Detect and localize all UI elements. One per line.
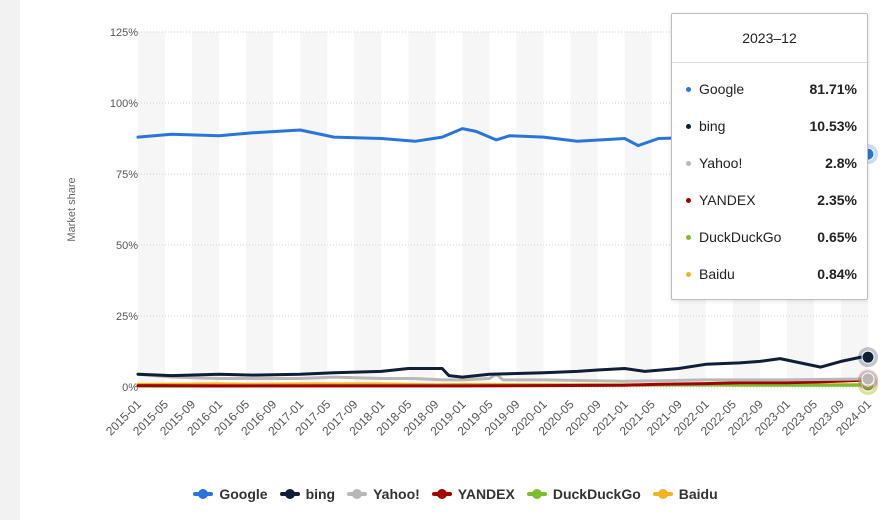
series-line-yandex [136, 378, 870, 388]
series-line-bing [136, 355, 870, 379]
tooltip-dot-icon [686, 235, 691, 240]
tooltip-dot-icon [686, 87, 691, 92]
y-tick-label: 100% [110, 98, 138, 110]
series-marker-bing [861, 350, 875, 364]
y-tick-label: 25% [116, 311, 138, 323]
series-marker-yahoo [861, 372, 875, 386]
legend-symbol-icon [526, 489, 547, 499]
tooltip-row: Baidu 0.84% [672, 256, 867, 293]
tooltip-series-value: 0.65% [817, 229, 857, 245]
y-tick-label: 0% [122, 382, 138, 394]
grid-band [570, 32, 598, 387]
tooltip-series-value: 81.71% [809, 81, 857, 97]
legend-item-baidu[interactable]: Baidu [652, 486, 718, 502]
legend-symbol-icon [652, 489, 673, 499]
tooltip-series-name: bing [699, 118, 726, 134]
grid-band [624, 32, 652, 387]
tooltip-series-name: Google [699, 81, 745, 97]
chart-tooltip: 2023–12 Google 81.71% bing 10.53% Yahoo! 2.8%… [671, 13, 868, 300]
chart-legend: Google bing Yahoo! YANDEX DuckDuckGo Baidu [20, 484, 891, 504]
y-tick-label: 50% [116, 240, 138, 252]
tooltip-row: YANDEX 2.35% [672, 182, 867, 219]
tooltip-series-name: Yahoo! [699, 155, 743, 171]
tooltip-rows: Google 81.71% bing 10.53% Yahoo! 2.8% YANDEX 2.… [672, 63, 867, 293]
grid-band [408, 32, 436, 387]
legend-item-google[interactable]: Google [193, 486, 268, 502]
legend-symbol-icon [279, 489, 300, 499]
tooltip-series-value: 0.84% [817, 266, 857, 282]
tooltip-series-name: DuckDuckGo [699, 229, 782, 245]
series-line-yahoo [136, 372, 870, 383]
tooltip-series-value: 2.35% [817, 192, 857, 208]
grid-band [138, 32, 166, 387]
tooltip-row: Google 81.71% [672, 71, 867, 108]
y-tick-label: 125% [110, 27, 138, 39]
legend-item-yandex[interactable]: YANDEX [431, 486, 515, 502]
legend-label: Google [219, 486, 268, 502]
legend-label: bing [305, 486, 336, 502]
tooltip-row: DuckDuckGo 0.65% [672, 219, 867, 256]
tooltip-dot-icon [686, 198, 691, 203]
y-tick-label: 75% [116, 169, 138, 181]
tooltip-dot-icon [686, 161, 691, 166]
tooltip-series-name: Baidu [699, 266, 735, 282]
page-gutter [0, 0, 20, 520]
legend-label: DuckDuckGo [552, 486, 641, 502]
legend-label: Yahoo! [373, 486, 420, 502]
grid-band [192, 32, 220, 387]
grid-band [516, 32, 544, 387]
legend-label: Baidu [678, 486, 718, 502]
y-axis-title: Market share [66, 177, 78, 241]
tooltip-title: 2023–12 [672, 14, 867, 63]
grid-band [246, 32, 274, 387]
tooltip-series-name: YANDEX [699, 192, 756, 208]
legend-symbol-icon [347, 489, 368, 499]
tooltip-series-value: 2.8% [825, 155, 857, 171]
grid-band [300, 32, 328, 387]
tooltip-series-value: 10.53% [809, 118, 857, 134]
legend-item-duckduckgo[interactable]: DuckDuckGo [526, 486, 641, 502]
legend-symbol-icon [431, 489, 452, 499]
tooltip-dot-icon [686, 272, 691, 277]
legend-item-bing[interactable]: bing [279, 486, 336, 502]
legend-item-yahoo[interactable]: Yahoo! [347, 486, 420, 502]
tooltip-dot-icon [686, 124, 691, 129]
legend-label: YANDEX [457, 486, 515, 502]
tooltip-row: Yahoo! 2.8% [672, 145, 867, 182]
tooltip-row: bing 10.53% [672, 108, 867, 145]
chart-frame: 0% 25% 50% 75% 100% 125% Market share 2015-01 20… [20, 0, 891, 520]
grid-band [462, 32, 490, 387]
legend-symbol-icon [193, 489, 214, 499]
grid-band [354, 32, 382, 387]
